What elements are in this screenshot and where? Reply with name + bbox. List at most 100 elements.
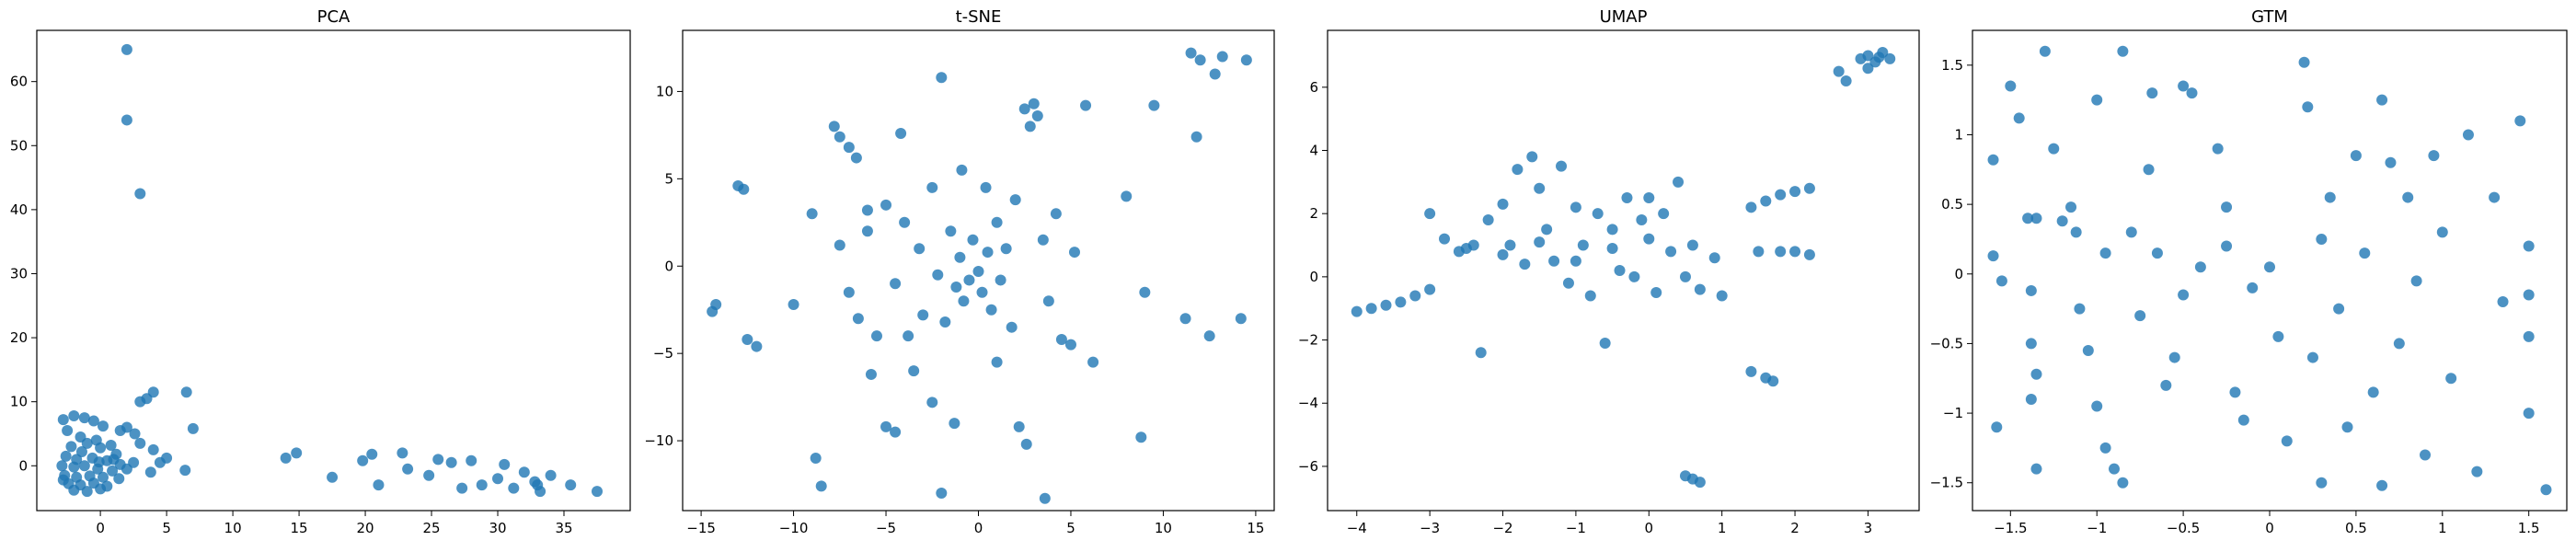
pca-point <box>87 415 99 427</box>
gtm-point <box>2402 191 2414 203</box>
gtm-point <box>2178 289 2190 301</box>
pca-point <box>432 454 444 466</box>
gtm-point <box>2194 261 2206 273</box>
gtm-point <box>2489 191 2501 203</box>
gtm-y-tick-label: −0.5 <box>1930 335 1963 351</box>
t-sne-point <box>972 265 984 277</box>
umap-point <box>1439 233 1451 245</box>
t-sne-points <box>707 47 1252 504</box>
gtm-x-tick-label: 0 <box>2265 520 2274 536</box>
t-sne-point <box>870 330 882 342</box>
gtm-panel: GTM −1.5 −1 −0.5 0 0.5 1 1.5 −1.5 −1 −0.5 0 0.5 1 1.5 <box>1930 7 2568 536</box>
t-sne-point <box>1020 438 1032 450</box>
umap-point <box>1643 192 1655 204</box>
t-sne-point <box>967 234 979 246</box>
gtm-point <box>2221 240 2233 252</box>
umap-y-tick-label: 4 <box>1309 143 1318 159</box>
gtm-point <box>2074 303 2086 315</box>
t-sne-point <box>710 299 722 311</box>
gtm-point <box>2523 240 2535 252</box>
pca-point <box>78 412 90 424</box>
umap-point <box>1424 283 1436 295</box>
gtm-point <box>2099 442 2111 454</box>
umap-x-tick-label: 1 <box>1718 520 1727 536</box>
gtm-point <box>1995 275 2007 287</box>
t-sne-point <box>828 121 840 132</box>
gtm-point <box>2005 80 2017 92</box>
umap-point <box>1541 224 1553 236</box>
gtm-point <box>2091 94 2103 106</box>
pca-point <box>532 479 544 491</box>
umap-point <box>1380 299 1392 311</box>
t-sne-point <box>1018 103 1030 115</box>
t-sne-point <box>956 164 968 176</box>
pca-point <box>402 463 414 475</box>
t-sne-point <box>950 282 962 293</box>
umap-points <box>1351 47 1896 489</box>
t-sne-point <box>926 397 938 408</box>
umap-x-tick-label: 0 <box>1645 520 1654 536</box>
t-sne-point <box>1203 330 1215 342</box>
umap-point <box>1775 189 1787 201</box>
gtm-point <box>2302 101 2314 113</box>
pca-point <box>499 458 511 470</box>
pca-point <box>373 479 385 491</box>
umap-point <box>1745 365 1757 377</box>
pca-point <box>508 482 520 494</box>
pca-points <box>56 43 604 498</box>
pca-point <box>456 482 468 494</box>
gtm-point <box>2065 201 2077 213</box>
pca-point <box>75 445 87 457</box>
t-sne-point <box>861 225 873 237</box>
pca-point <box>280 452 292 464</box>
umap-point <box>1497 248 1509 260</box>
gtm-point <box>2376 94 2388 106</box>
gtm-point <box>2168 351 2180 363</box>
pca-point <box>97 471 109 483</box>
umap-point <box>1519 259 1531 270</box>
umap-point <box>1884 52 1896 64</box>
umap-point <box>1636 214 1648 226</box>
gtm-point <box>2237 414 2249 426</box>
gtm-point <box>2143 164 2155 176</box>
pca-point <box>565 479 577 491</box>
umap-point <box>1716 290 1728 302</box>
gtm-point <box>2540 484 2552 496</box>
pca-point <box>68 484 80 496</box>
umap-y-tick-label: −4 <box>1298 395 1318 411</box>
pca-x-tick-label: 30 <box>489 520 506 536</box>
gtm-point <box>2117 45 2129 57</box>
gtm-point <box>2306 351 2318 363</box>
t-sne-title: t-SNE <box>956 7 1002 27</box>
t-sne-point <box>985 304 997 316</box>
umap-x-tick-label: −3 <box>1420 520 1440 536</box>
gtm-point <box>2151 247 2163 259</box>
pca-y-tick-label: 0 <box>18 457 28 474</box>
umap-point <box>1753 246 1765 258</box>
gtm-point <box>2091 400 2103 412</box>
pca-x-tick-label: 5 <box>162 520 171 536</box>
gtm-point <box>2281 435 2293 447</box>
umap-point <box>1504 239 1516 251</box>
umap-point <box>1650 287 1662 299</box>
umap-point <box>1694 477 1706 489</box>
gtm-point <box>2186 87 2198 99</box>
t-sne-point <box>932 269 944 281</box>
umap-point <box>1665 246 1677 258</box>
pca-point <box>154 456 166 468</box>
umap-point <box>1789 246 1801 258</box>
pca-plot-area <box>36 29 631 512</box>
t-sne-point <box>1148 99 1160 111</box>
t-sne-point <box>738 183 750 195</box>
gtm-point <box>2125 226 2137 238</box>
gtm-point <box>2523 289 2535 301</box>
pca-point <box>134 188 146 200</box>
t-sne-point <box>880 420 892 432</box>
umap-point <box>1592 208 1604 220</box>
pca-x-tick-label: 20 <box>357 520 374 536</box>
t-sne-point <box>963 274 975 286</box>
pca-point <box>81 437 93 449</box>
t-sne-point <box>926 181 938 193</box>
umap-point <box>1760 195 1772 207</box>
t-sne-point <box>980 181 992 193</box>
